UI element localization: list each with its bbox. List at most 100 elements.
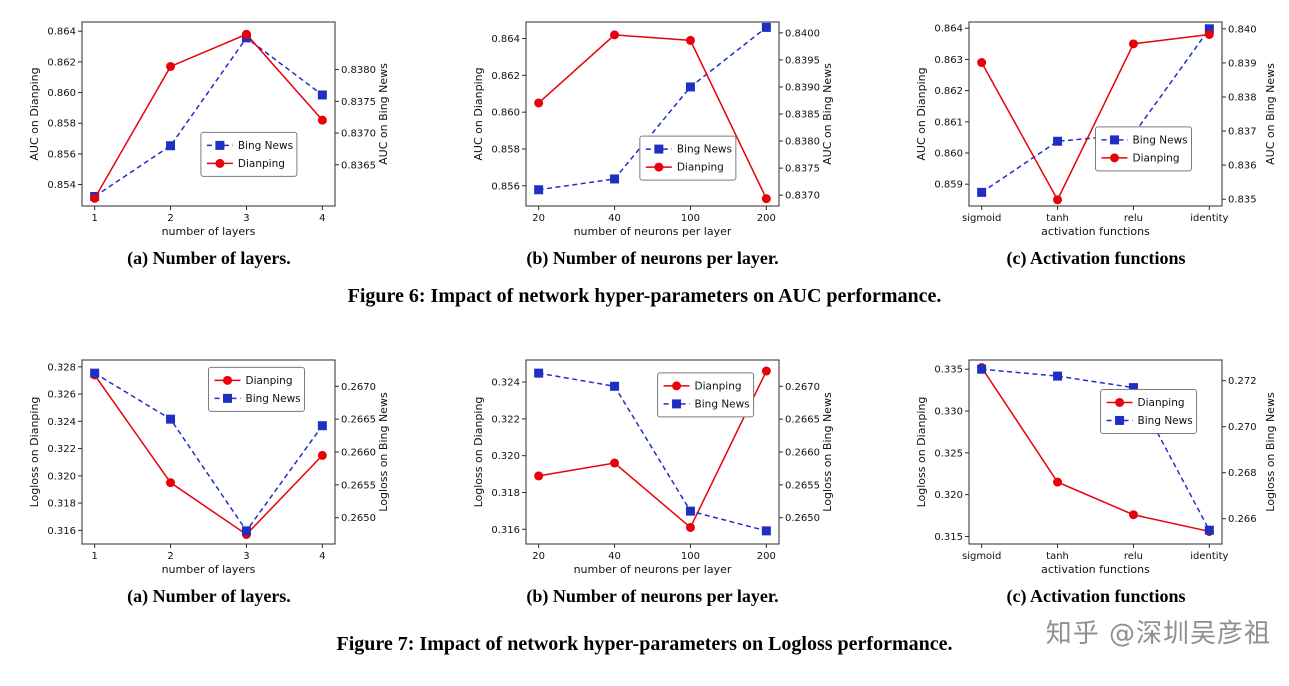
svg-text:0.320: 0.320 xyxy=(934,490,963,501)
svg-text:Dianping: Dianping xyxy=(1133,152,1180,164)
svg-text:0.858: 0.858 xyxy=(491,144,520,155)
svg-text:0.2660: 0.2660 xyxy=(785,448,820,459)
svg-text:0.318: 0.318 xyxy=(491,488,520,499)
series-bing-news xyxy=(533,22,771,195)
svg-text:0.2655: 0.2655 xyxy=(785,480,820,491)
chart-svg: 0.856 0.858 0.860 0.862 0.864 0.8370 0.8375 0.8… xyxy=(469,10,836,242)
svg-text:number of layers: number of layers xyxy=(162,225,256,238)
logloss-activation-chart: 0.315 0.320 0.325 0.330 0.335 0.266 0.268 0.270… xyxy=(913,348,1279,580)
svg-text:AUC on Dianping: AUC on Dianping xyxy=(915,67,928,160)
auc-neurons-chart: 0.856 0.858 0.860 0.862 0.864 0.8370 0.8375 0.8… xyxy=(469,10,836,242)
svg-text:0.862: 0.862 xyxy=(47,57,76,68)
svg-text:activation functions: activation functions xyxy=(1041,225,1150,238)
svg-text:Logloss on Dianping: Logloss on Dianping xyxy=(915,397,928,508)
figure6-row: 0.854 0.856 0.858 0.860 0.862 0.864 0.8365 0.83… xyxy=(0,10,1289,269)
svg-text:Dianping: Dianping xyxy=(676,162,723,174)
svg-text:0.860: 0.860 xyxy=(491,108,520,119)
subplot-auc-layers: 0.854 0.856 0.858 0.860 0.862 0.864 0.8365 0.83… xyxy=(26,10,392,269)
svg-text:Bing News: Bing News xyxy=(1138,415,1193,427)
svg-text:0.864: 0.864 xyxy=(491,34,520,45)
svg-text:0.864: 0.864 xyxy=(934,24,963,35)
svg-text:0.860: 0.860 xyxy=(934,148,963,159)
svg-text:4: 4 xyxy=(319,551,325,562)
svg-text:40: 40 xyxy=(608,213,621,224)
svg-text:number of neurons per layer: number of neurons per layer xyxy=(573,563,731,576)
svg-text:200: 200 xyxy=(756,551,775,562)
svg-text:0.320: 0.320 xyxy=(491,451,520,462)
svg-text:Logloss on Bing News: Logloss on Bing News xyxy=(377,392,390,512)
subplot-auc-activation: 0.859 0.860 0.861 0.862 0.863 0.864 0.835 0.836… xyxy=(913,10,1279,269)
svg-text:0.324: 0.324 xyxy=(47,417,76,428)
svg-text:AUC on Bing News: AUC on Bing News xyxy=(1264,63,1277,165)
svg-text:AUC on Dianping: AUC on Dianping xyxy=(472,67,485,160)
svg-text:0.8365: 0.8365 xyxy=(341,160,376,171)
chart-legend: Bing News Dianping xyxy=(1095,126,1192,172)
watermark-zhihu: 知乎 @深圳吴彦祖 xyxy=(1045,619,1271,649)
svg-text:sigmoid: sigmoid xyxy=(962,551,1001,562)
subcaption-auc-activation: (c) Activation functions xyxy=(1006,248,1186,268)
svg-text:20: 20 xyxy=(532,213,545,224)
svg-text:0.316: 0.316 xyxy=(491,525,520,536)
svg-text:Bing News: Bing News xyxy=(238,140,293,152)
svg-text:0.858: 0.858 xyxy=(47,119,76,130)
svg-text:0.2665: 0.2665 xyxy=(341,415,376,426)
svg-text:100: 100 xyxy=(680,551,699,562)
svg-text:0.856: 0.856 xyxy=(491,181,520,192)
svg-text:Bing News: Bing News xyxy=(694,398,749,410)
series-dianping xyxy=(533,366,771,532)
svg-text:AUC on Bing News: AUC on Bing News xyxy=(377,63,390,165)
logloss-neurons-chart: 0.316 0.318 0.320 0.322 0.324 0.2650 0.2655 0.2… xyxy=(469,348,836,580)
svg-text:0.322: 0.322 xyxy=(491,414,520,425)
svg-text:AUC on Dianping: AUC on Dianping xyxy=(28,67,41,160)
svg-text:0.2650: 0.2650 xyxy=(341,513,376,524)
svg-text:sigmoid: sigmoid xyxy=(962,213,1001,224)
svg-text:0.838: 0.838 xyxy=(1228,92,1257,103)
svg-text:identity: identity xyxy=(1190,213,1228,224)
svg-text:0.335: 0.335 xyxy=(934,365,963,376)
svg-text:0.2670: 0.2670 xyxy=(341,382,376,393)
svg-text:0.854: 0.854 xyxy=(47,180,76,191)
svg-text:3: 3 xyxy=(243,551,249,562)
svg-text:Logloss on Dianping: Logloss on Dianping xyxy=(28,397,41,508)
svg-text:200: 200 xyxy=(756,213,775,224)
svg-text:number of layers: number of layers xyxy=(162,563,256,576)
chart-legend: Dianping Bing News xyxy=(208,366,305,412)
figure7-row: 0.316 0.318 0.320 0.322 0.324 0.326 0.328 0.265… xyxy=(0,348,1289,607)
series-dianping xyxy=(977,29,1214,205)
svg-text:0.2670: 0.2670 xyxy=(785,382,820,393)
svg-text:0.860: 0.860 xyxy=(47,88,76,99)
svg-text:0.8380: 0.8380 xyxy=(341,65,376,76)
svg-text:0.266: 0.266 xyxy=(1228,514,1257,525)
svg-text:0.856: 0.856 xyxy=(47,149,76,160)
chart-svg: 0.316 0.318 0.320 0.322 0.324 0.326 0.328 0.265… xyxy=(26,348,392,580)
svg-text:3: 3 xyxy=(243,213,249,224)
svg-text:40: 40 xyxy=(608,551,621,562)
svg-text:0.8370: 0.8370 xyxy=(785,191,820,202)
svg-text:4: 4 xyxy=(319,213,325,224)
svg-text:0.320: 0.320 xyxy=(47,471,76,482)
svg-text:0.318: 0.318 xyxy=(47,499,76,510)
svg-text:0.837: 0.837 xyxy=(1228,127,1257,138)
svg-text:0.840: 0.840 xyxy=(1228,24,1257,35)
svg-text:activation functions: activation functions xyxy=(1041,563,1150,576)
subplot-logloss-layers: 0.316 0.318 0.320 0.322 0.324 0.326 0.328 0.265… xyxy=(26,348,392,607)
svg-text:0.330: 0.330 xyxy=(934,407,963,418)
chart-svg: 0.859 0.860 0.861 0.862 0.863 0.864 0.835 0.836… xyxy=(913,10,1279,242)
svg-text:Bing News: Bing News xyxy=(246,393,301,405)
svg-text:Logloss on Dianping: Logloss on Dianping xyxy=(472,397,485,508)
svg-text:Dianping: Dianping xyxy=(1138,397,1185,409)
svg-text:0.326: 0.326 xyxy=(47,390,76,401)
svg-text:0.862: 0.862 xyxy=(491,71,520,82)
svg-text:0.835: 0.835 xyxy=(1228,195,1257,206)
svg-text:Bing News: Bing News xyxy=(1133,134,1188,146)
svg-text:0.316: 0.316 xyxy=(47,526,76,537)
chart-legend: Dianping Bing News xyxy=(1100,388,1198,434)
series-dianping xyxy=(90,29,327,203)
svg-text:tanh: tanh xyxy=(1046,551,1069,562)
subcaption-logloss-activation: (c) Activation functions xyxy=(1006,586,1186,606)
svg-text:0.8400: 0.8400 xyxy=(785,28,820,39)
svg-text:1: 1 xyxy=(91,213,97,224)
svg-text:Logloss on Bing News: Logloss on Bing News xyxy=(821,392,834,512)
chart-svg: 0.316 0.318 0.320 0.322 0.324 0.2650 0.2655 0.2… xyxy=(469,348,836,580)
svg-text:0.325: 0.325 xyxy=(934,448,963,459)
